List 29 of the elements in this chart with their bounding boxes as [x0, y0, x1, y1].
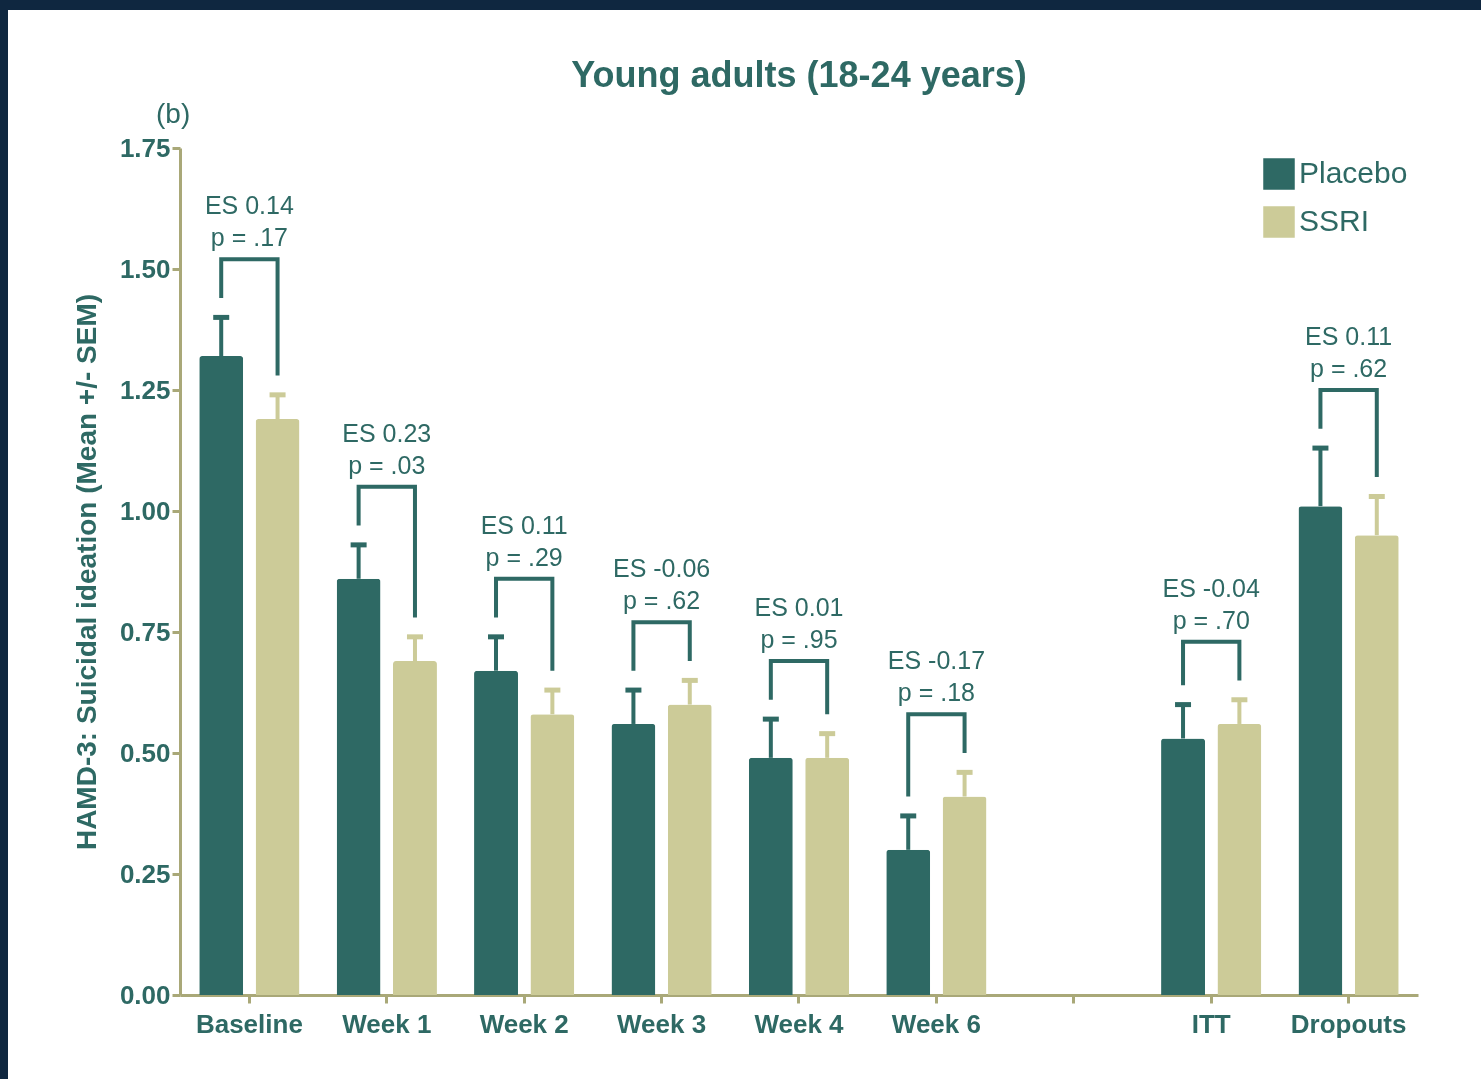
y-tick-label: 0.25: [119, 858, 171, 889]
y-tick-label: 1.75: [119, 132, 171, 163]
x-tick-label: Week 1: [342, 1008, 432, 1039]
x-tick-label: Week 2: [479, 1008, 569, 1039]
x-tick-label: Baseline: [195, 1008, 303, 1039]
annotation: ES 0.23 p = .03: [342, 418, 432, 479]
x-tick-label: Week 4: [754, 1008, 845, 1039]
chart-title: Young adults (18-24 years): [571, 54, 1027, 95]
y-tick-label: 1.00: [119, 495, 171, 526]
y-tick-label: 1.25: [119, 374, 171, 405]
text: (b): [156, 98, 191, 130]
y-tick-label: 1.50: [119, 253, 171, 284]
y-axis-title: HAMD-3: Suicidal ideation (Mean +/- SEM): [70, 293, 102, 851]
annotation: ES -0.17 p = .18: [887, 646, 986, 707]
annotation: ES 0.01 p = .95: [754, 593, 844, 654]
legend-label: SSRI: [1299, 204, 1370, 237]
annotation: ES 0.11 p = .62: [1305, 322, 1393, 382]
y-tick-label: 0.75: [119, 616, 171, 647]
y-tick-label: 0.50: [119, 737, 171, 768]
annotation: ES 0.14 p = .17: [204, 191, 294, 252]
annotation: ES -0.04 p = .70: [1162, 573, 1260, 634]
annotation: ES -0.06 p = .62: [612, 554, 711, 615]
x-tick-label: Dropouts: [1290, 1008, 1407, 1039]
x-tick-label: ITT: [1191, 1008, 1231, 1039]
x-tick-label: Week 3: [617, 1008, 707, 1039]
annotation: ES 0.11 p = .29: [480, 510, 568, 571]
x-tick-label: Week 6: [891, 1008, 981, 1039]
legend-label: Placebo: [1299, 156, 1408, 189]
y-tick-label: 0.00: [119, 979, 171, 1010]
